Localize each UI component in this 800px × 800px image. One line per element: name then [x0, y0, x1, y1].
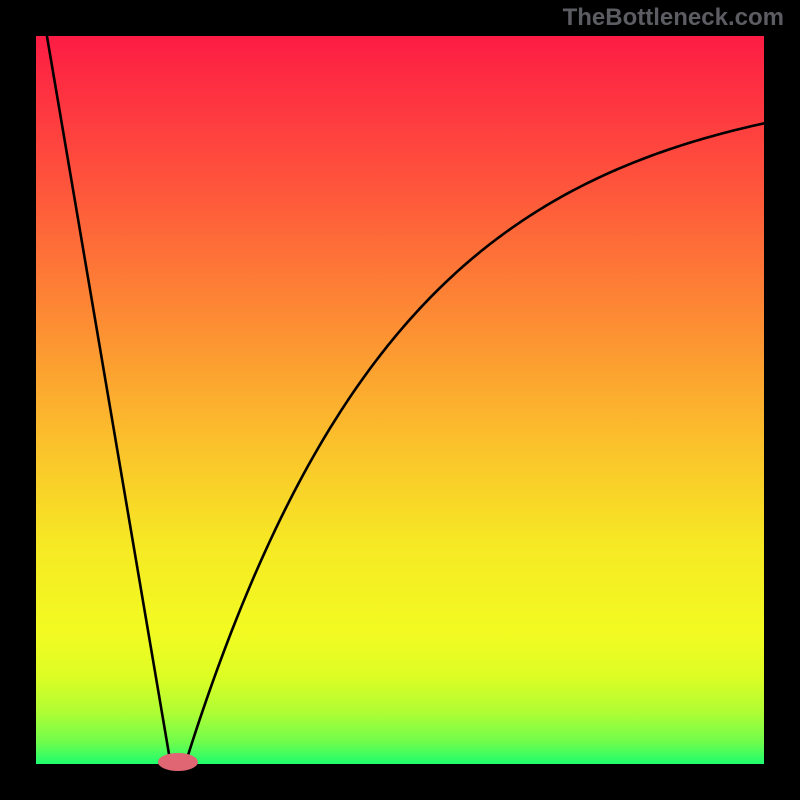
chart-svg	[0, 0, 800, 800]
chart-frame: TheBottleneck.com	[0, 0, 800, 800]
valley-marker	[158, 753, 198, 771]
plot-background	[36, 36, 764, 764]
watermark-text: TheBottleneck.com	[563, 4, 784, 32]
